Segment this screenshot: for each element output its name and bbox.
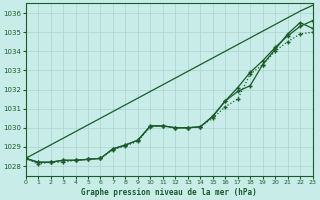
X-axis label: Graphe pression niveau de la mer (hPa): Graphe pression niveau de la mer (hPa) (81, 188, 257, 197)
